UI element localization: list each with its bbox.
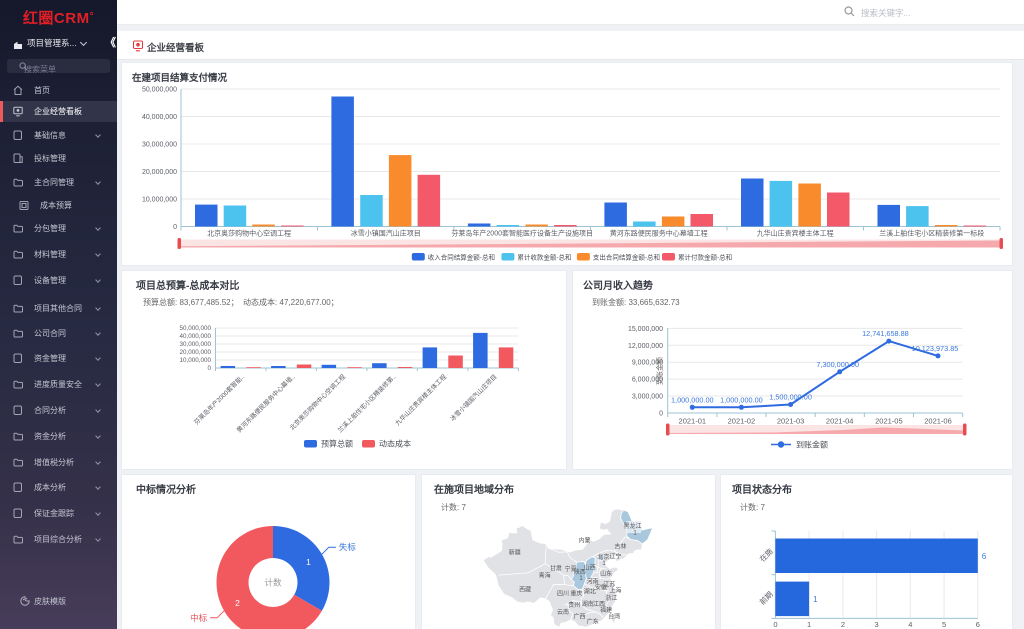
svg-text:40,000,000: 40,000,000 xyxy=(142,114,177,121)
svg-text:湖南: 湖南 xyxy=(582,600,594,608)
svg-text:1: 1 xyxy=(813,595,818,604)
svg-text:宁夏: 宁夏 xyxy=(565,565,577,573)
svg-text:2021-05: 2021-05 xyxy=(875,417,903,426)
svg-text:上海: 上海 xyxy=(609,587,621,595)
svg-text:40,000,000: 40,000,000 xyxy=(179,333,211,340)
svg-text:2: 2 xyxy=(841,620,845,629)
svg-text:青海: 青海 xyxy=(539,572,551,580)
svg-text:江西: 江西 xyxy=(593,601,605,608)
svg-text:5: 5 xyxy=(942,620,946,629)
svg-text:台湾: 台湾 xyxy=(608,612,620,620)
svg-text:福建: 福建 xyxy=(600,606,612,614)
svg-text:贵州: 贵州 xyxy=(568,601,580,609)
svg-text:4: 4 xyxy=(908,620,912,629)
svg-text:1: 1 xyxy=(807,620,811,629)
svg-text:兰溪上舶住宅小区精装修第..: 兰溪上舶住宅小区精装修第.. xyxy=(335,372,397,434)
svg-text:7,300,000.00: 7,300,000.00 xyxy=(816,360,859,369)
svg-text:30,000,000: 30,000,000 xyxy=(179,341,211,348)
svg-text:12,741,658.88: 12,741,658.88 xyxy=(862,329,909,338)
svg-text:0: 0 xyxy=(173,224,177,231)
svg-text:九华山庄贵宾楼主体工程: 九华山庄贵宾楼主体工程 xyxy=(393,372,449,428)
svg-text:10,123,973.85: 10,123,973.85 xyxy=(912,344,959,353)
svg-text:河南: 河南 xyxy=(587,578,599,586)
svg-text:50,000,000: 50,000,000 xyxy=(179,325,211,332)
svg-text:冰雪小镇国汽山庄项目: 冰雪小镇国汽山庄项目 xyxy=(351,229,421,238)
svg-text:2: 2 xyxy=(235,598,240,608)
svg-text:支出合同结算金额-总和: 支出合同结算金额-总和 xyxy=(593,253,660,262)
svg-text:新疆: 新疆 xyxy=(509,549,521,557)
svg-text:1,000,000.00: 1,000,000.00 xyxy=(720,395,763,404)
svg-text:1: 1 xyxy=(579,576,583,582)
svg-text:重庆: 重庆 xyxy=(570,590,582,598)
svg-text:前期: 前期 xyxy=(757,589,775,607)
svg-text:黄河东路便民服务中心幕墙工程: 黄河东路便民服务中心幕墙工程 xyxy=(610,229,708,238)
svg-text:兰溪上舶住宅小区精装修第一标段: 兰溪上舶住宅小区精装修第一标段 xyxy=(879,229,984,238)
svg-text:9,000,000: 9,000,000 xyxy=(632,360,663,367)
svg-text:失标: 失标 xyxy=(339,542,357,552)
svg-text:累计付款金额-总和: 累计付款金额-总和 xyxy=(678,253,732,262)
svg-text:20,000,000: 20,000,000 xyxy=(179,349,211,356)
svg-text:芬莱岛年产2000套智能..: 芬莱岛年产2000套智能.. xyxy=(192,372,247,427)
svg-text:12,000,000: 12,000,000 xyxy=(628,343,663,350)
svg-text:冰雪小镇国汽山庄项目: 冰雪小镇国汽山庄项目 xyxy=(448,372,499,423)
svg-text:15,000,000: 15,000,000 xyxy=(628,326,663,333)
svg-text:九华山庄贵宾楼主体工程: 九华山庄贵宾楼主体工程 xyxy=(757,229,834,238)
svg-text:北京奥莎购物中心空调工程: 北京奥莎购物中心空调工程 xyxy=(287,372,347,432)
svg-text:北京奥莎购物中心空调工程: 北京奥莎购物中心空调工程 xyxy=(207,229,291,238)
svg-text:黑龙江: 黑龙江 xyxy=(623,522,641,530)
svg-text:湖北: 湖北 xyxy=(584,588,596,596)
svg-text:中标: 中标 xyxy=(190,613,208,623)
svg-text:安徽: 安徽 xyxy=(595,584,607,592)
svg-text:四川: 四川 xyxy=(557,591,569,598)
svg-text:6: 6 xyxy=(976,620,980,629)
svg-text:预算总额: 预算总额 xyxy=(321,439,353,449)
svg-text:0: 0 xyxy=(773,620,777,629)
svg-text:2021-02: 2021-02 xyxy=(728,417,756,426)
svg-text:黄河东路便民服务中心幕墙..: 黄河东路便民服务中心幕墙.. xyxy=(234,372,296,434)
svg-text:云南: 云南 xyxy=(557,608,569,616)
svg-text:1,000,000.00: 1,000,000.00 xyxy=(671,395,714,404)
svg-text:累计收款金额-总和: 累计收款金额-总和 xyxy=(517,253,571,262)
svg-text:1: 1 xyxy=(306,557,311,567)
svg-text:到账金额: 到账金额 xyxy=(655,357,664,385)
svg-text:芬莱岛年产2000套智能医疗设备生产设施项目: 芬莱岛年产2000套智能医疗设备生产设施项目 xyxy=(451,229,593,238)
svg-text:收入合同结算金额-总和: 收入合同结算金额-总和 xyxy=(428,253,495,262)
svg-text:计数: 计数 xyxy=(264,578,282,588)
svg-text:广西: 广西 xyxy=(573,612,585,620)
svg-text:山西: 山西 xyxy=(584,564,596,572)
svg-text:10,000,000: 10,000,000 xyxy=(179,357,211,364)
svg-text:甘肃: 甘肃 xyxy=(550,565,562,573)
svg-text:6: 6 xyxy=(982,552,987,561)
svg-text:2021-01: 2021-01 xyxy=(679,417,707,426)
svg-text:辽宁: 辽宁 xyxy=(609,553,621,561)
svg-text:1,500,000.00: 1,500,000.00 xyxy=(769,393,812,402)
svg-text:到账金额: 到账金额 xyxy=(796,440,828,450)
svg-text:20,000,000: 20,000,000 xyxy=(142,169,177,176)
svg-text:30,000,000: 30,000,000 xyxy=(142,142,177,149)
svg-text:陕西: 陕西 xyxy=(574,568,586,576)
svg-text:2021-03: 2021-03 xyxy=(777,417,805,426)
svg-text:西藏: 西藏 xyxy=(519,586,531,594)
svg-text:动态成本: 动态成本 xyxy=(379,439,411,449)
svg-text:吉林: 吉林 xyxy=(614,543,626,551)
svg-text:2021-06: 2021-06 xyxy=(924,417,952,426)
svg-text:山东: 山东 xyxy=(600,569,612,577)
svg-text:10,000,000: 10,000,000 xyxy=(142,197,177,204)
svg-text:3: 3 xyxy=(875,620,879,629)
svg-text:江苏: 江苏 xyxy=(603,581,615,589)
svg-text:1: 1 xyxy=(602,561,606,567)
svg-text:1: 1 xyxy=(633,531,637,537)
svg-text:浙江: 浙江 xyxy=(605,594,617,602)
svg-text:在施: 在施 xyxy=(757,546,775,564)
svg-text:2021-04: 2021-04 xyxy=(826,417,854,426)
svg-text:0: 0 xyxy=(659,410,663,417)
svg-text:广东: 广东 xyxy=(587,618,599,626)
svg-text:3,000,000: 3,000,000 xyxy=(632,394,663,401)
svg-text:北京: 北京 xyxy=(597,553,609,561)
svg-text:0: 0 xyxy=(207,365,211,372)
svg-text:内蒙: 内蒙 xyxy=(579,537,591,545)
svg-text:50,000,000: 50,000,000 xyxy=(142,87,177,94)
svg-text:6,000,000: 6,000,000 xyxy=(632,377,663,384)
